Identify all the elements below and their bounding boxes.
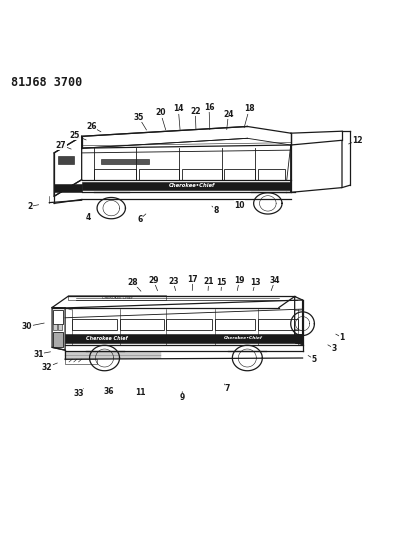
- Bar: [224, 168, 255, 180]
- Bar: [58, 156, 74, 164]
- Text: CHEROKEE CHIEF: CHEROKEE CHIEF: [102, 296, 133, 300]
- Text: Cherokee•Chief: Cherokee•Chief: [224, 336, 263, 340]
- Bar: [65, 359, 97, 365]
- Text: 13: 13: [250, 278, 260, 287]
- Text: 2: 2: [27, 202, 32, 211]
- Bar: [295, 334, 302, 343]
- Text: 15: 15: [216, 278, 227, 287]
- Text: 3: 3: [332, 344, 337, 353]
- Text: 30: 30: [22, 322, 32, 331]
- Text: 17: 17: [188, 274, 198, 284]
- Text: 26: 26: [86, 122, 97, 131]
- Text: 33: 33: [73, 389, 84, 398]
- Text: 5: 5: [312, 354, 317, 364]
- Bar: [215, 319, 255, 329]
- Bar: [258, 168, 285, 180]
- Text: 27: 27: [56, 141, 66, 150]
- Text: 35: 35: [134, 113, 144, 122]
- Text: 25: 25: [70, 131, 80, 140]
- Bar: [53, 325, 57, 330]
- Text: 4: 4: [86, 213, 91, 222]
- Text: 19: 19: [234, 276, 245, 285]
- Bar: [101, 159, 149, 164]
- Text: 34: 34: [270, 276, 280, 285]
- Text: 11: 11: [135, 388, 145, 397]
- Text: 22: 22: [190, 107, 200, 116]
- Text: 21: 21: [204, 277, 214, 286]
- Bar: [166, 319, 212, 329]
- Text: 81J68 3700: 81J68 3700: [11, 76, 82, 90]
- Text: 8: 8: [214, 206, 219, 215]
- Text: 10: 10: [234, 201, 245, 210]
- Bar: [53, 310, 63, 324]
- Text: 6: 6: [138, 215, 143, 224]
- Bar: [68, 295, 166, 300]
- Bar: [54, 184, 82, 191]
- Text: 18: 18: [244, 104, 255, 113]
- Text: 20: 20: [155, 108, 166, 117]
- Text: 36: 36: [103, 387, 114, 397]
- Bar: [182, 168, 222, 180]
- Text: 9: 9: [180, 393, 185, 402]
- Bar: [53, 332, 63, 348]
- Text: 1: 1: [339, 333, 345, 342]
- Text: 12: 12: [352, 136, 363, 145]
- Bar: [65, 334, 302, 343]
- Text: 16: 16: [204, 103, 214, 112]
- Text: 14: 14: [173, 104, 184, 113]
- Text: 23: 23: [168, 277, 178, 286]
- Bar: [94, 168, 136, 180]
- Text: 7: 7: [225, 384, 230, 393]
- Bar: [139, 168, 180, 180]
- Text: 31: 31: [33, 350, 44, 359]
- Text: 29: 29: [148, 276, 159, 285]
- Text: Cherokee Chief: Cherokee Chief: [86, 336, 128, 341]
- Text: 28: 28: [128, 278, 138, 287]
- Bar: [72, 319, 117, 329]
- Bar: [82, 182, 291, 190]
- Text: Cherokee•Chief: Cherokee•Chief: [169, 183, 215, 188]
- Text: 32: 32: [42, 362, 52, 372]
- Bar: [120, 319, 164, 329]
- Text: 24: 24: [223, 110, 234, 119]
- Bar: [58, 325, 62, 330]
- Bar: [258, 319, 298, 329]
